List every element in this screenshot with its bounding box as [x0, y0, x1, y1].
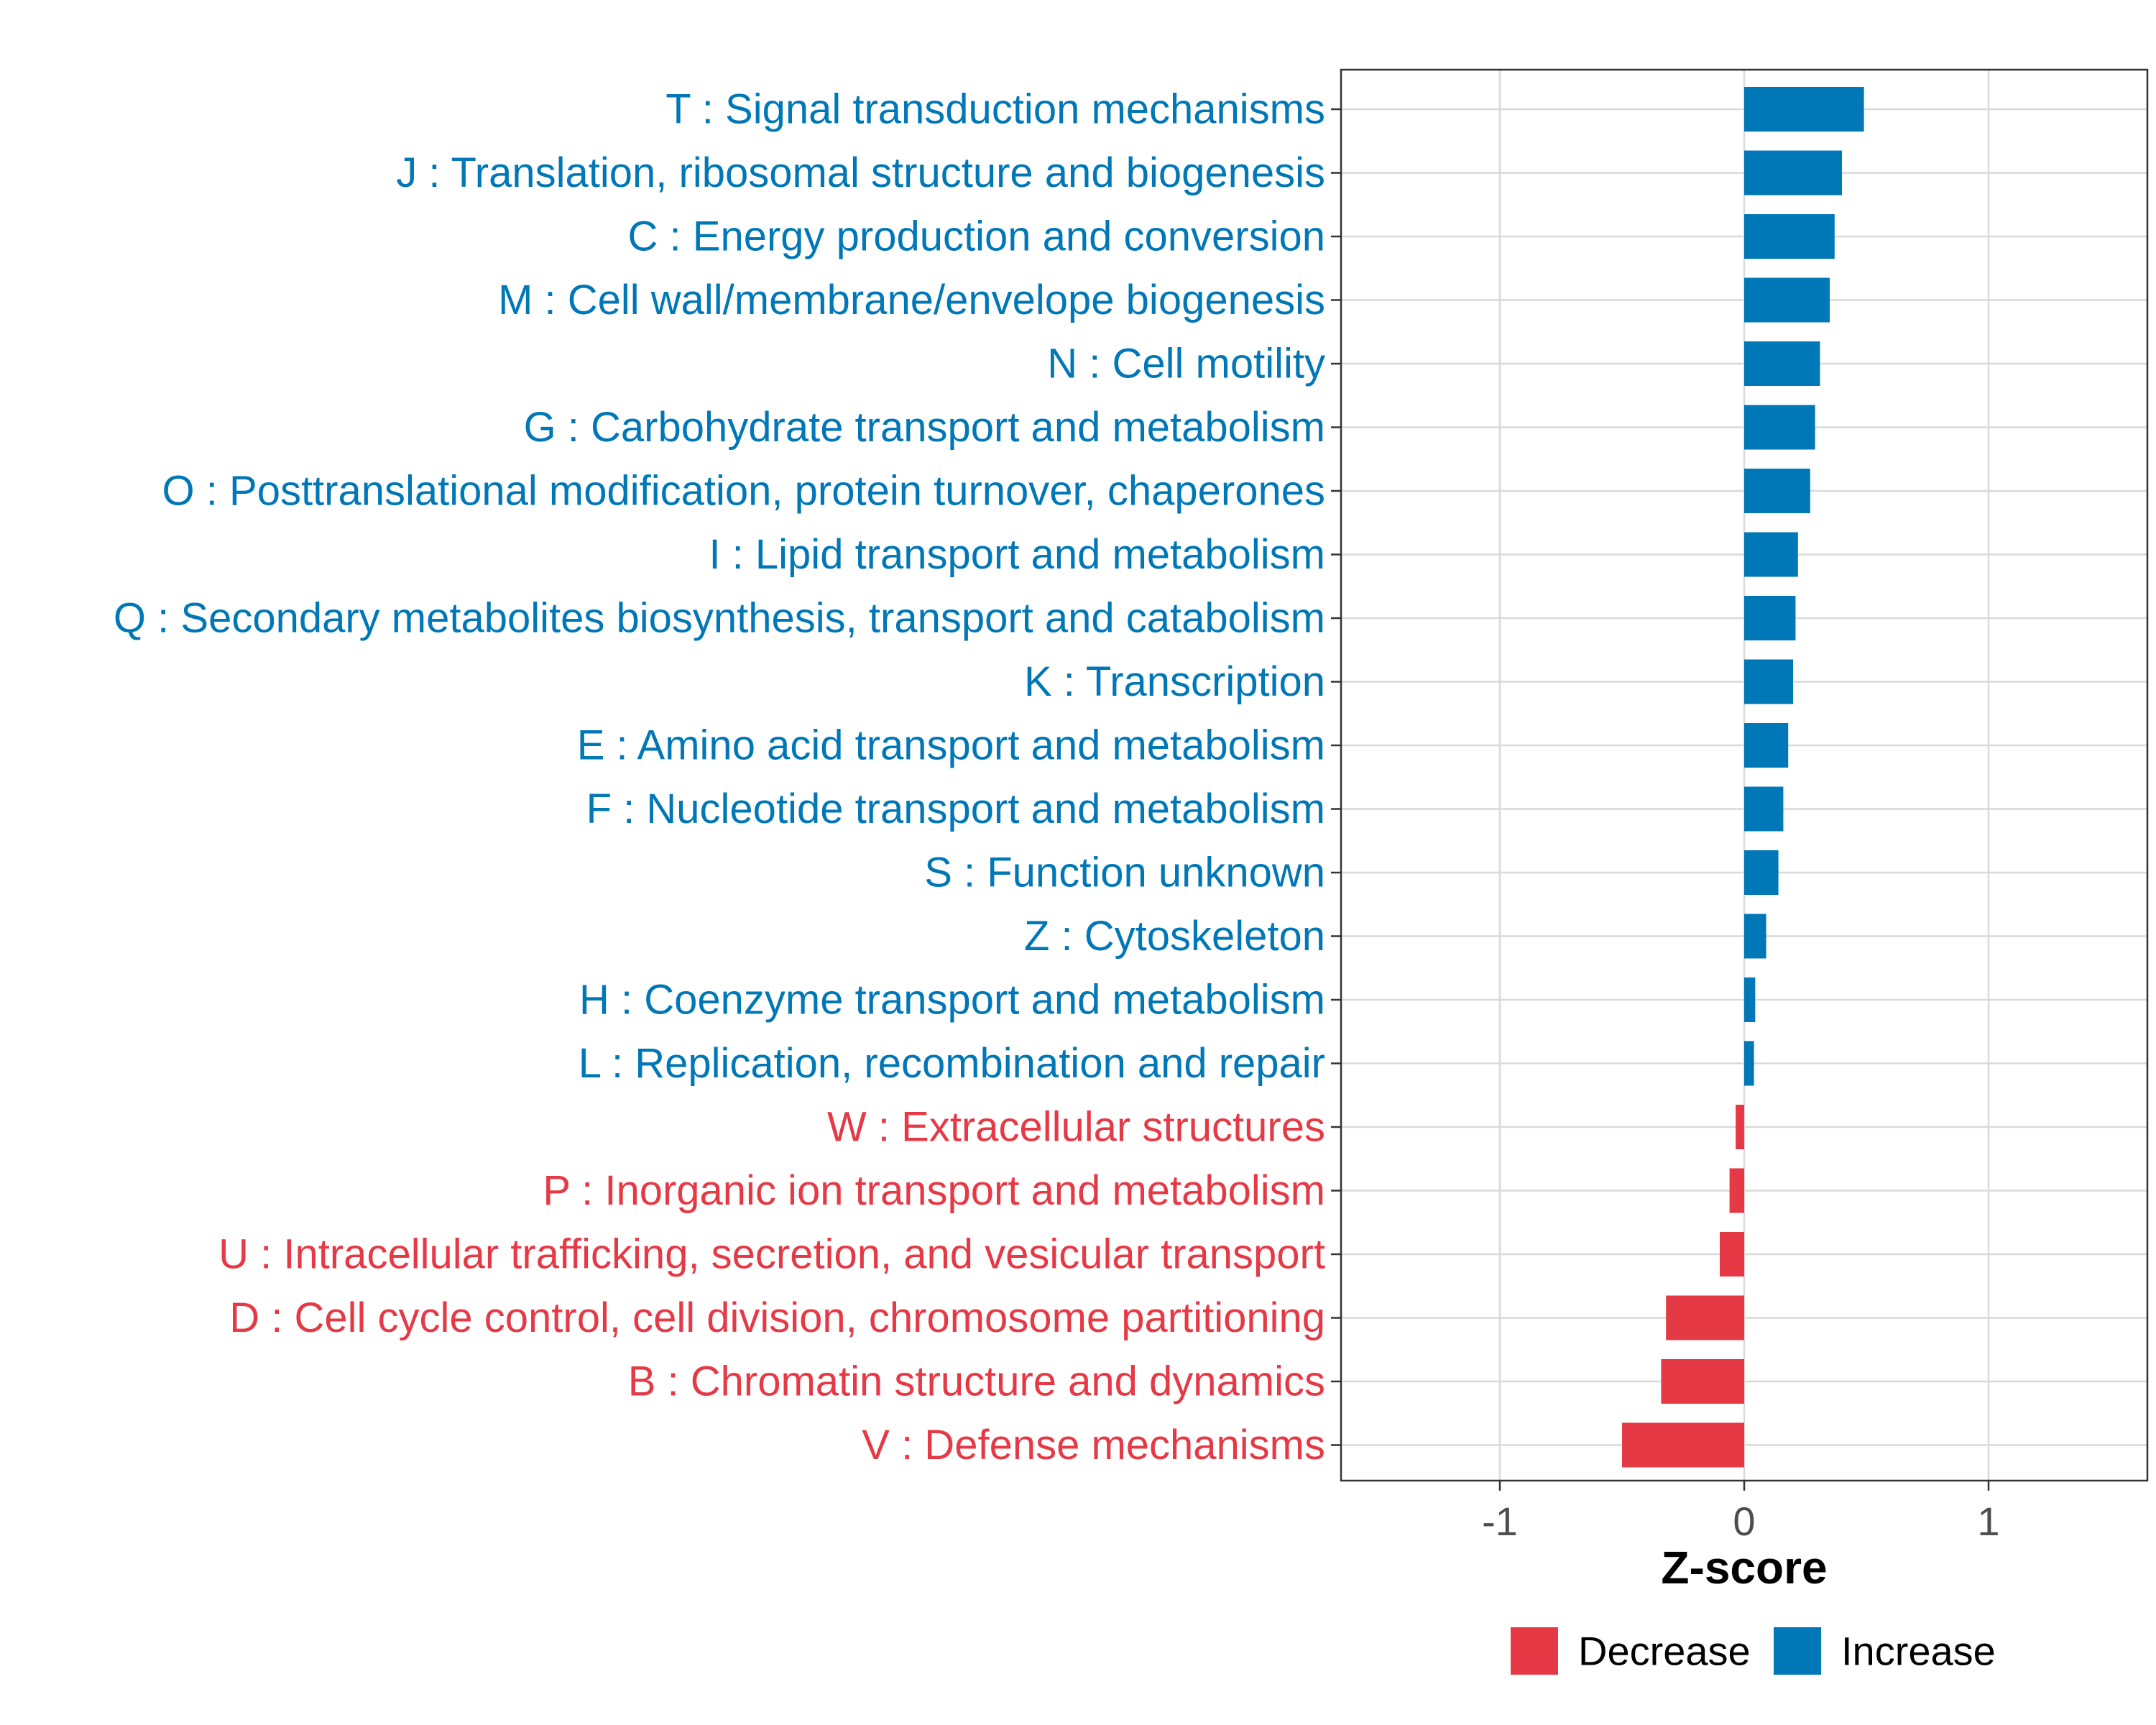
bar [1744, 723, 1789, 768]
bar [1744, 341, 1820, 386]
y-tick-label: Q : Secondary metabolites biosynthesis, … [114, 595, 1325, 642]
y-tick-label: Z : Cytoskeleton [1024, 913, 1325, 960]
y-tick-label: D : Cell cycle control, cell division, c… [229, 1294, 1325, 1341]
bar [1622, 1422, 1744, 1468]
y-tick-label: N : Cell motility [1047, 341, 1325, 387]
legend-label: Decrease [1578, 1629, 1751, 1674]
y-tick-label: S : Function unknown [924, 850, 1325, 896]
y-tick-label: E : Amino acid transport and metabolism [577, 722, 1325, 769]
bar [1744, 659, 1793, 704]
bar [1720, 1232, 1744, 1276]
legend-label: Increase [1841, 1629, 1996, 1674]
bar [1744, 214, 1835, 259]
bar [1744, 532, 1798, 577]
bar [1661, 1359, 1744, 1404]
legend: Decrease Increase [1511, 1627, 1996, 1675]
y-tick-label: F : Nucleotide transport and metabolism [586, 786, 1325, 832]
y-tick-label: L : Replication, recombination and repai… [579, 1040, 1325, 1087]
y-tick-label: C : Energy production and conversion [628, 213, 1325, 260]
legend-key [1511, 1627, 1558, 1675]
bars [1622, 87, 1864, 1468]
y-tick-label: W : Extracellular structures [827, 1104, 1325, 1151]
y-tick-label: P : Inorganic ion transport and metaboli… [543, 1167, 1325, 1214]
bar [1736, 1105, 1744, 1149]
legend-key [1774, 1627, 1821, 1675]
bar [1744, 150, 1842, 196]
y-axis-labels: T : Signal transduction mechanisms J : Tr… [114, 86, 1325, 1469]
x-tick-label: -1 [1482, 1499, 1518, 1544]
bar [1744, 850, 1779, 895]
y-tick-label: G : Carbohydrate transport and metabolis… [524, 404, 1325, 451]
bar [1744, 914, 1766, 959]
bar [1744, 1041, 1754, 1086]
bar [1744, 87, 1864, 132]
y-tick-label: J : Translation, ribosomal structure and… [396, 150, 1325, 196]
y-tick-label: V : Defense mechanisms [862, 1422, 1325, 1468]
x-tick-label: 1 [1977, 1499, 1999, 1544]
y-axis-ticks [1331, 108, 1341, 1446]
y-tick-label: M : Cell wall/membrane/envelope biogenes… [498, 277, 1325, 323]
y-tick-label: K : Transcription [1024, 658, 1325, 705]
y-tick-label: H : Coenzyme transport and metabolism [579, 977, 1325, 1024]
x-tick-label: 0 [1733, 1499, 1755, 1544]
y-tick-label: I : Lipid transport and metabolism [709, 531, 1325, 578]
y-tick-label: U : Intracellular trafficking, secretion… [218, 1231, 1325, 1278]
y-tick-label: B : Chromatin structure and dynamics [628, 1358, 1325, 1405]
x-axis-title: Z-score [1661, 1542, 1827, 1593]
bar [1744, 469, 1810, 513]
bar [1744, 405, 1815, 450]
y-tick-label: T : Signal transduction mechanisms [665, 86, 1325, 133]
bar [1729, 1168, 1744, 1213]
bar [1744, 786, 1784, 832]
x-axis-ticks: -1 0 1 [1482, 1481, 2000, 1544]
bar [1744, 978, 1756, 1022]
bar [1666, 1295, 1744, 1340]
y-tick-label: O : Posttranslational modification, prot… [162, 468, 1325, 515]
bar [1744, 596, 1796, 640]
bar [1744, 277, 1830, 323]
